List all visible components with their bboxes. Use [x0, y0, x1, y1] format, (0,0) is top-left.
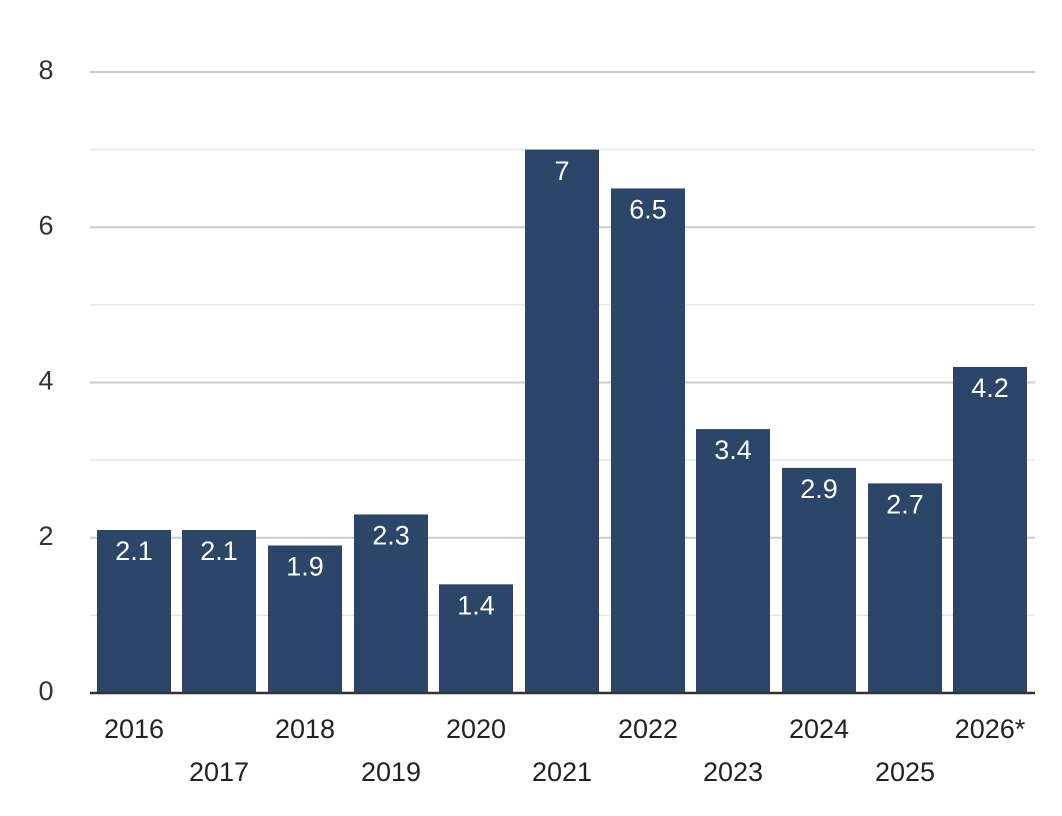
x-tick-label: 2023 — [703, 757, 763, 787]
y-axis-ticks: 0 2 4 6 8 — [38, 55, 53, 706]
bar-value-label: 2.1 — [200, 536, 238, 566]
x-tick-label: 2017 — [189, 757, 249, 787]
y-tick-label: 2 — [38, 521, 53, 551]
y-tick-label: 0 — [38, 676, 53, 706]
bar-value-labels: 2.1 2.1 1.9 2.3 1.4 7 6.5 3.4 2.9 2.7 4.2 — [115, 156, 1009, 621]
x-tick-label: 2026* — [955, 714, 1026, 744]
bar-value-label: 2.3 — [372, 521, 410, 551]
y-tick-label: 6 — [38, 210, 53, 240]
x-tick-label: 2024 — [789, 714, 849, 744]
bar-value-label: 4.2 — [971, 373, 1009, 403]
y-tick-label: 4 — [38, 366, 53, 396]
x-tick-label: 2020 — [446, 714, 506, 744]
bar-value-label: 6.5 — [629, 195, 667, 225]
x-tick-label: 2021 — [532, 757, 592, 787]
bar-value-label: 1.9 — [286, 552, 324, 582]
bars — [97, 149, 1027, 693]
y-tick-label: 8 — [38, 55, 53, 85]
bar-2025 — [868, 483, 942, 693]
bar-2019 — [354, 514, 428, 693]
x-axis-ticks: 2016 2017 2018 2019 2020 2021 2022 2023 2024 2025… — [104, 714, 1026, 787]
bar-2020 — [439, 584, 513, 693]
bar-value-label: 2.7 — [886, 490, 924, 520]
x-tick-label: 2018 — [275, 714, 335, 744]
bar-2026* — [953, 366, 1027, 693]
x-tick-label: 2025 — [875, 757, 935, 787]
bar-value-label: 1.4 — [457, 590, 495, 620]
bar-value-label: 2.1 — [115, 536, 153, 566]
bar-2018 — [268, 545, 342, 693]
bar-value-label: 2.9 — [800, 474, 838, 504]
bar-2021 — [525, 149, 599, 693]
x-tick-label: 2022 — [618, 714, 678, 744]
x-tick-label: 2016 — [104, 714, 164, 744]
bar-2022 — [611, 188, 685, 693]
x-tick-label: 2019 — [361, 757, 421, 787]
bar-2017 — [182, 529, 256, 693]
bar-value-label: 3.4 — [714, 435, 752, 465]
bar-2023 — [696, 429, 770, 693]
bar-value-label: 7 — [554, 156, 569, 186]
bar-2016 — [97, 529, 171, 693]
bar-2024 — [782, 467, 856, 693]
